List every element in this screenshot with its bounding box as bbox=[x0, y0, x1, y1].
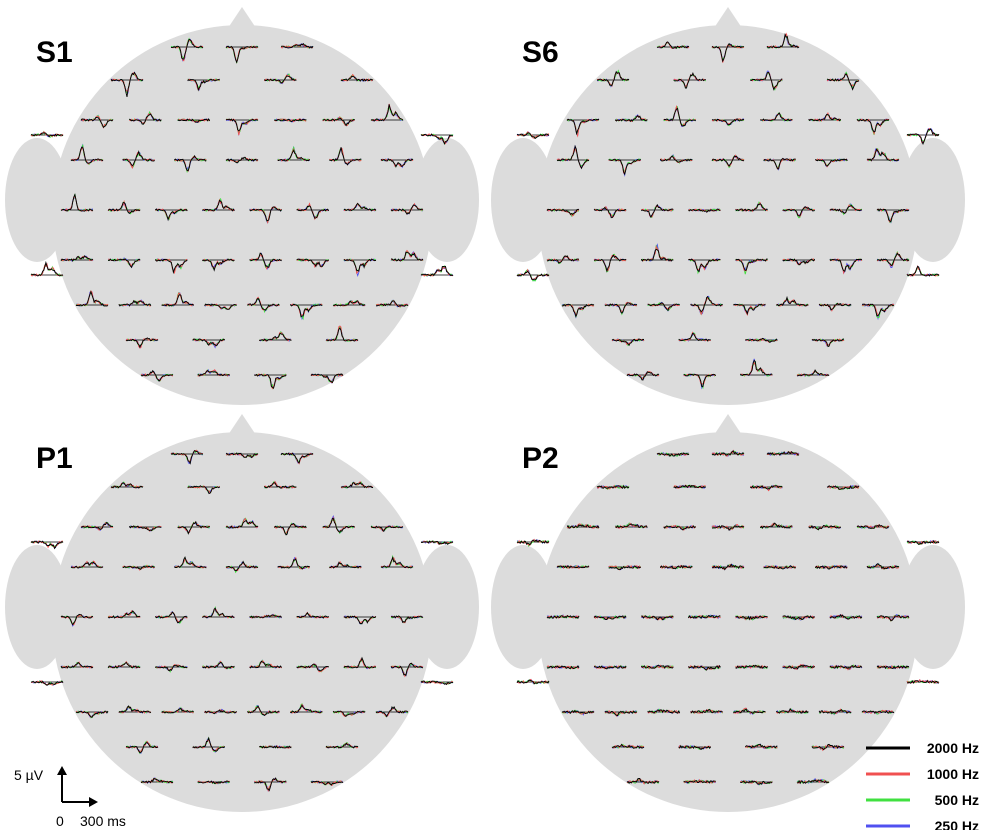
head bbox=[52, 432, 432, 812]
arrow-head bbox=[57, 766, 67, 775]
legend-label: 500 Hz bbox=[935, 792, 979, 808]
legend-label: 1000 Hz bbox=[927, 766, 979, 782]
arrow-head bbox=[89, 797, 98, 807]
panel-label: S6 bbox=[522, 36, 559, 69]
head bbox=[538, 432, 918, 812]
figure: S1 S6 P1 P2 5 µV 0 300 ms 2000 Hz 1000 Hz… bbox=[0, 0, 993, 830]
scale-amplitude: 5 µV bbox=[14, 767, 44, 783]
panel-label: P2 bbox=[522, 442, 559, 475]
head bbox=[538, 25, 918, 405]
scale-time-start: 0 bbox=[56, 813, 64, 829]
legend: 2000 Hz 1000 Hz 500 Hz 250 Hz bbox=[866, 740, 979, 830]
head bbox=[52, 25, 432, 405]
scale-time: 300 ms bbox=[80, 813, 126, 829]
heads bbox=[5, 7, 965, 812]
panel-label: P1 bbox=[36, 442, 73, 475]
legend-label: 2000 Hz bbox=[927, 740, 979, 756]
scale-bar: 5 µV 0 300 ms bbox=[14, 766, 126, 829]
legend-label: 250 Hz bbox=[935, 818, 979, 830]
panel-label: S1 bbox=[36, 36, 73, 69]
